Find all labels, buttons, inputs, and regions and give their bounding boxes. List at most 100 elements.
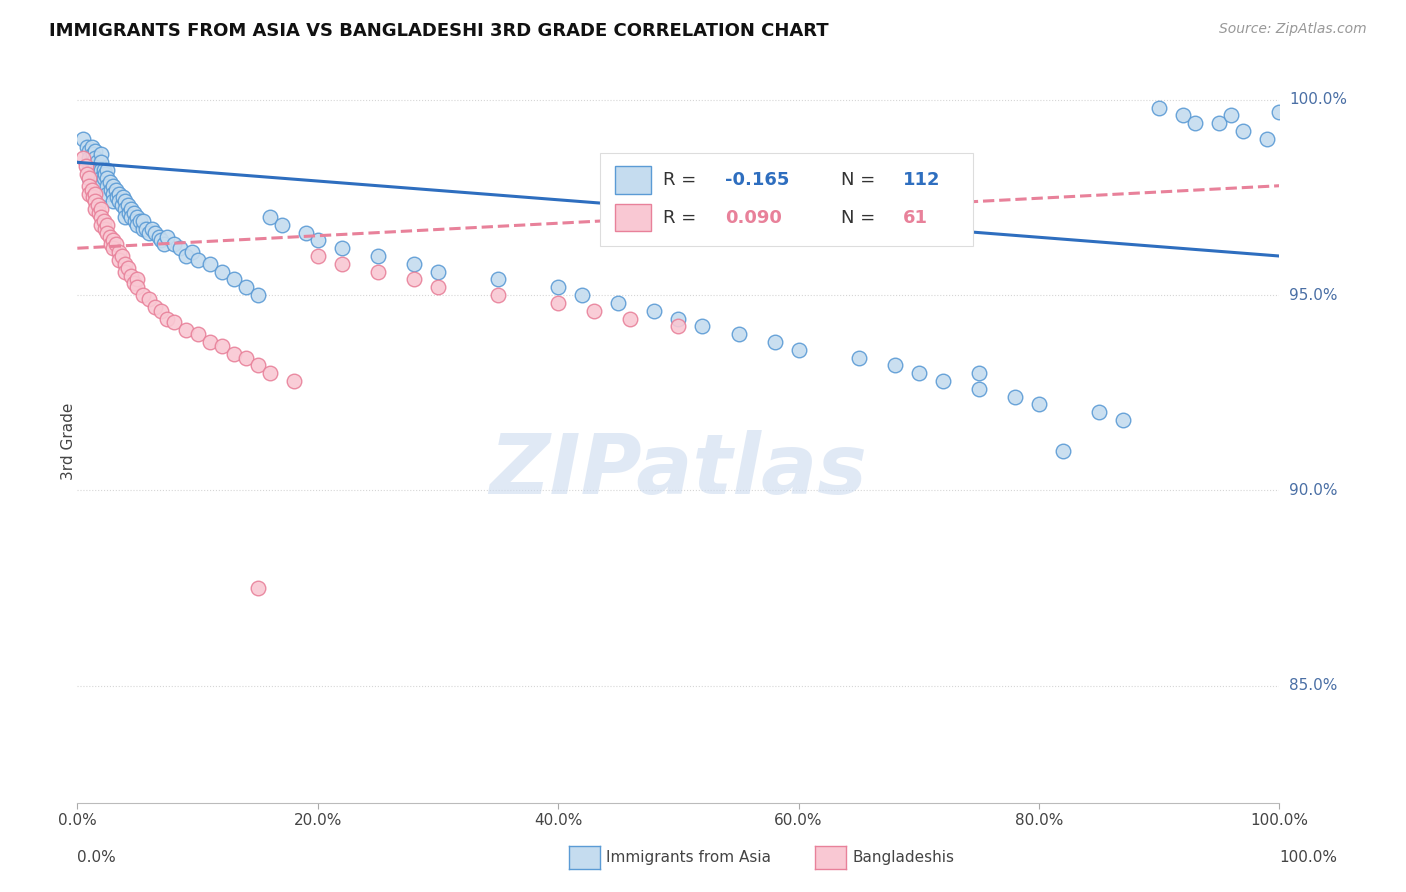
Point: [82, 155, 104, 169]
Point: [114, 202, 136, 216]
Text: 85.0%: 85.0%: [1289, 678, 1337, 693]
Point: [153, 237, 176, 252]
Point: [270, 218, 292, 232]
Point: [96, 163, 118, 178]
Point: [1232, 124, 1254, 138]
Point: [967, 366, 990, 380]
Point: [402, 257, 425, 271]
Point: [90, 210, 112, 224]
Point: [90, 147, 112, 161]
Point: [103, 178, 125, 193]
Point: [547, 280, 569, 294]
Y-axis label: 3rd Grade: 3rd Grade: [62, 403, 76, 480]
Point: [169, 241, 191, 255]
Text: 100.0%: 100.0%: [1289, 92, 1347, 107]
Point: [120, 210, 142, 224]
Point: [98, 229, 121, 244]
Text: N =: N =: [841, 209, 880, 227]
Point: [84, 194, 107, 209]
Point: [94, 221, 117, 235]
Text: N =: N =: [841, 171, 880, 189]
Point: [93, 170, 115, 185]
Point: [1184, 116, 1206, 130]
Point: [87, 178, 110, 193]
Point: [246, 581, 269, 595]
Point: [124, 214, 146, 228]
Point: [1268, 104, 1291, 119]
Point: [692, 319, 714, 334]
Point: [138, 226, 160, 240]
Point: [583, 303, 606, 318]
Point: [162, 315, 184, 329]
Point: [1052, 444, 1074, 458]
Point: [1149, 101, 1171, 115]
Point: [100, 183, 122, 197]
Point: [108, 186, 131, 201]
Point: [727, 327, 749, 342]
Point: [1112, 413, 1135, 427]
Bar: [600, 153, 973, 246]
Point: [93, 214, 115, 228]
Point: [80, 183, 103, 197]
Text: 95.0%: 95.0%: [1289, 287, 1337, 302]
Point: [307, 249, 329, 263]
Point: [79, 170, 101, 185]
Point: [883, 359, 905, 373]
Point: [79, 170, 101, 185]
Point: [84, 159, 107, 173]
Point: [150, 303, 173, 318]
Text: 100.0%: 100.0%: [1279, 850, 1337, 864]
Point: [186, 327, 209, 342]
Point: [79, 186, 101, 201]
Point: [211, 265, 233, 279]
Point: [90, 170, 112, 185]
Point: [127, 218, 149, 232]
Point: [84, 202, 107, 216]
Point: [156, 311, 179, 326]
Point: [150, 234, 173, 248]
Point: [90, 178, 112, 193]
Point: [138, 292, 160, 306]
Point: [120, 202, 142, 216]
Point: [367, 249, 389, 263]
Point: [402, 272, 425, 286]
Point: [118, 206, 141, 220]
Point: [84, 186, 107, 201]
Point: [76, 139, 98, 153]
Point: [103, 241, 125, 255]
Point: [90, 202, 112, 216]
Point: [87, 206, 110, 220]
Point: [211, 339, 233, 353]
Point: [180, 245, 202, 260]
Text: ZIPatlas: ZIPatlas: [489, 430, 868, 511]
Point: [848, 351, 870, 365]
Point: [87, 198, 110, 212]
Point: [108, 245, 131, 260]
Point: [246, 359, 269, 373]
Point: [127, 280, 149, 294]
Point: [114, 265, 136, 279]
Point: [103, 186, 125, 201]
Point: [79, 178, 101, 193]
Point: [87, 163, 110, 178]
Point: [117, 260, 139, 275]
Point: [87, 170, 110, 185]
Point: [111, 249, 134, 263]
Text: IMMIGRANTS FROM ASIA VS BANGLADESHI 3RD GRADE CORRELATION CHART: IMMIGRANTS FROM ASIA VS BANGLADESHI 3RD …: [49, 22, 828, 40]
Text: Bangladeshis: Bangladeshis: [852, 850, 955, 864]
Point: [72, 152, 94, 166]
Point: [787, 343, 810, 357]
Point: [96, 186, 118, 201]
Point: [132, 214, 155, 228]
Point: [135, 221, 157, 235]
Point: [668, 319, 690, 334]
Point: [84, 167, 107, 181]
Point: [117, 198, 139, 212]
Point: [427, 265, 450, 279]
Point: [84, 175, 107, 189]
Point: [908, 366, 931, 380]
Point: [141, 221, 163, 235]
Point: [145, 300, 167, 314]
Point: [1208, 116, 1230, 130]
Point: [427, 280, 450, 294]
